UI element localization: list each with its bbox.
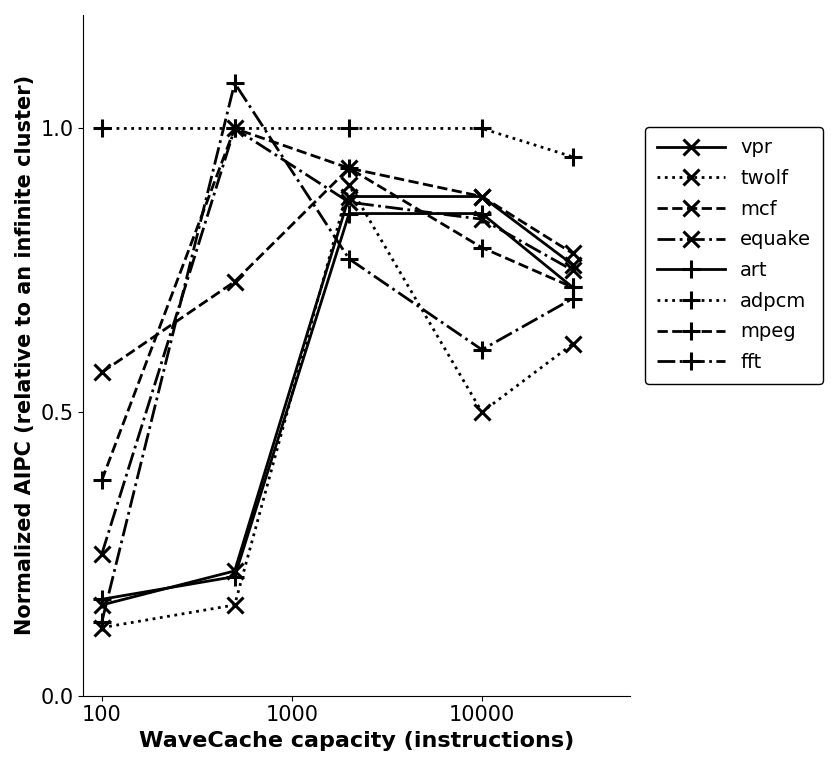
vpr (344, 192, 354, 201)
Line: vpr: vpr (94, 189, 581, 613)
equake (230, 124, 240, 133)
Line: fft: fft (93, 74, 581, 631)
art (477, 209, 487, 218)
fft (568, 294, 578, 303)
adpcm (568, 152, 578, 162)
mcf (96, 368, 107, 377)
adpcm (96, 124, 107, 133)
mpeg (344, 164, 354, 173)
mcf (344, 164, 354, 173)
equake (344, 198, 354, 207)
fft (96, 617, 107, 627)
art (568, 283, 578, 292)
fft (230, 78, 240, 87)
equake (96, 549, 107, 558)
mpeg (477, 243, 487, 252)
equake (477, 214, 487, 224)
mpeg (96, 476, 107, 485)
Line: art: art (93, 205, 581, 608)
Line: mcf: mcf (94, 161, 581, 380)
vpr (96, 601, 107, 610)
X-axis label: WaveCache capacity (instructions): WaveCache capacity (instructions) (139, 731, 574, 751)
mpeg (568, 283, 578, 292)
vpr (477, 192, 487, 201)
fft (344, 254, 354, 264)
twolf (344, 181, 354, 190)
adpcm (230, 124, 240, 133)
vpr (230, 566, 240, 575)
twolf (568, 339, 578, 349)
Y-axis label: Normalized AIPC (relative to an infinite cluster): Normalized AIPC (relative to an infinite… (15, 75, 35, 636)
mpeg (230, 124, 240, 133)
Line: equake: equake (94, 121, 581, 561)
twolf (96, 623, 107, 632)
equake (568, 266, 578, 275)
Line: twolf: twolf (94, 178, 581, 635)
mcf (568, 249, 578, 258)
adpcm (477, 124, 487, 133)
art (96, 594, 107, 604)
mcf (477, 192, 487, 201)
fft (477, 345, 487, 355)
art (230, 572, 240, 581)
art (344, 209, 354, 218)
adpcm (344, 124, 354, 133)
Line: adpcm: adpcm (93, 119, 581, 166)
Legend: vpr, twolf, mcf, equake, art, adpcm, mpeg, fft: vpr, twolf, mcf, equake, art, adpcm, mpe… (645, 127, 823, 384)
mcf (230, 277, 240, 286)
twolf (477, 408, 487, 417)
Line: mpeg: mpeg (93, 119, 581, 489)
vpr (568, 260, 578, 269)
twolf (230, 601, 240, 610)
